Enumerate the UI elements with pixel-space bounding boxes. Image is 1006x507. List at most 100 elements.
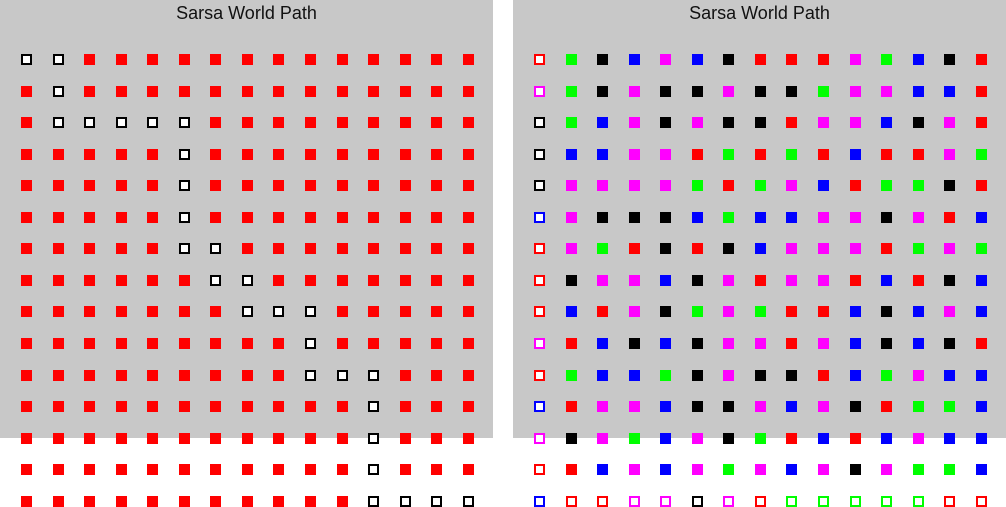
grid-cell	[629, 401, 640, 412]
grid-cell	[305, 149, 316, 160]
grid-cell	[147, 433, 158, 444]
grid-cell	[913, 149, 924, 160]
grid-cell	[755, 275, 766, 286]
grid-cell	[597, 117, 608, 128]
grid-cell	[337, 54, 348, 65]
grid-cell	[21, 243, 32, 254]
grid-cell	[21, 180, 32, 191]
grid-cell	[566, 243, 577, 254]
grid-cell	[242, 338, 253, 349]
grid-cell	[786, 54, 797, 65]
grid-cell	[305, 180, 316, 191]
path-cell	[337, 370, 348, 381]
grid-cell	[660, 212, 671, 223]
grid-cell	[400, 306, 411, 317]
grid-cell	[755, 464, 766, 475]
path-cell	[534, 54, 545, 65]
grid-cell	[723, 180, 734, 191]
grid-cell	[566, 275, 577, 286]
grid-cell	[597, 243, 608, 254]
grid-cell	[53, 496, 64, 507]
grid-cell	[597, 54, 608, 65]
grid-cell	[21, 117, 32, 128]
grid-cell	[755, 54, 766, 65]
grid-cell	[368, 149, 379, 160]
grid-cell	[210, 338, 221, 349]
grid-cell	[242, 243, 253, 254]
grid-cell	[786, 180, 797, 191]
grid-cell	[210, 464, 221, 475]
path-cell	[400, 496, 411, 507]
grid-cell	[629, 370, 640, 381]
grid-cell	[431, 180, 442, 191]
grid-cell	[84, 370, 95, 381]
grid-cell	[210, 433, 221, 444]
grid-cell	[147, 338, 158, 349]
grid-cell	[84, 338, 95, 349]
grid-cell	[976, 370, 987, 381]
grid-cell	[273, 464, 284, 475]
grid-cell	[566, 117, 577, 128]
grid-cell	[692, 433, 703, 444]
grid-cell	[431, 243, 442, 254]
grid-cell	[242, 86, 253, 97]
grid-cell	[116, 401, 127, 412]
grid-cell	[660, 338, 671, 349]
grid-cell	[913, 117, 924, 128]
grid-cell	[21, 370, 32, 381]
grid-cell	[881, 401, 892, 412]
grid-cell	[337, 401, 348, 412]
grid-cell	[400, 401, 411, 412]
grid-cell	[660, 243, 671, 254]
grid-cell	[881, 243, 892, 254]
grid-cell	[976, 433, 987, 444]
path-cell	[534, 306, 545, 317]
grid-cell	[431, 275, 442, 286]
grid-cell	[660, 275, 671, 286]
grid-cell	[368, 117, 379, 128]
grid-cell	[368, 275, 379, 286]
grid-cell	[818, 243, 829, 254]
grid-cell	[629, 433, 640, 444]
grid-cell	[786, 464, 797, 475]
grid-cell	[242, 401, 253, 412]
grid-cell	[179, 433, 190, 444]
path-cell	[305, 338, 316, 349]
grid-cell	[818, 306, 829, 317]
grid-cell	[786, 306, 797, 317]
grid-cell	[147, 212, 158, 223]
grid-cell	[53, 401, 64, 412]
grid-cell	[660, 54, 671, 65]
grid-cell	[692, 338, 703, 349]
path-cell	[850, 496, 861, 507]
grid-cell	[881, 149, 892, 160]
grid-cell	[84, 433, 95, 444]
grid-cell	[723, 212, 734, 223]
grid-cell	[597, 338, 608, 349]
grid-cell	[305, 433, 316, 444]
path-cell	[179, 149, 190, 160]
grid-cell	[755, 117, 766, 128]
grid-cell	[116, 370, 127, 381]
grid-cell	[147, 180, 158, 191]
path-cell	[147, 117, 158, 128]
grid-cell	[368, 338, 379, 349]
grid-cell	[597, 401, 608, 412]
grid-cell	[913, 275, 924, 286]
right-panel-title: Sarsa World Path	[689, 3, 830, 23]
grid-cell	[463, 212, 474, 223]
grid-cell	[210, 86, 221, 97]
path-cell	[881, 496, 892, 507]
grid-cell	[53, 275, 64, 286]
grid-cell	[84, 86, 95, 97]
grid-cell	[660, 306, 671, 317]
grid-cell	[913, 464, 924, 475]
grid-cell	[21, 496, 32, 507]
grid-cell	[723, 370, 734, 381]
grid-cell	[629, 180, 640, 191]
grid-cell	[305, 117, 316, 128]
grid-cell	[463, 370, 474, 381]
path-cell	[179, 212, 190, 223]
grid-cell	[147, 86, 158, 97]
path-cell	[566, 496, 577, 507]
